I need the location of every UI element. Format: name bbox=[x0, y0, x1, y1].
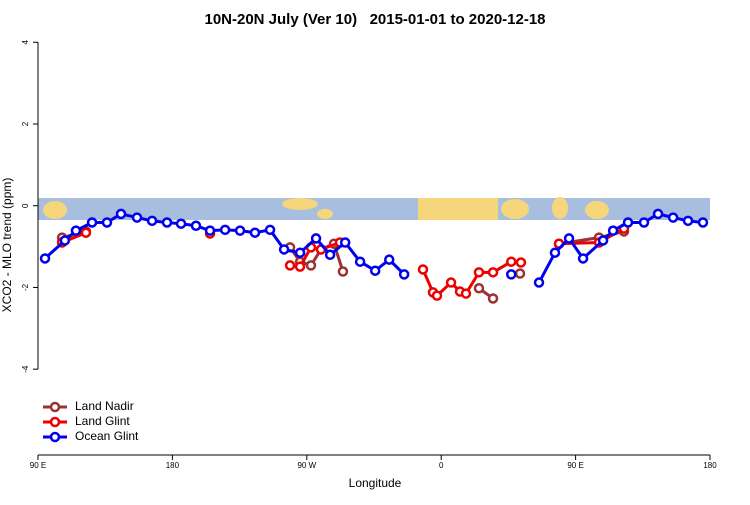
point bbox=[622, 217, 634, 228]
point bbox=[294, 247, 306, 258]
land bbox=[501, 199, 529, 219]
x-tick-label: 90 E bbox=[567, 461, 583, 470]
land bbox=[43, 201, 67, 219]
y-tick-label: 4 bbox=[21, 39, 30, 44]
point bbox=[310, 233, 322, 244]
y-tick-label: 0 bbox=[21, 203, 30, 208]
point bbox=[431, 290, 443, 301]
legend-marker bbox=[49, 401, 61, 413]
point bbox=[369, 265, 381, 276]
point bbox=[597, 235, 609, 246]
point bbox=[505, 269, 517, 280]
point bbox=[339, 237, 351, 248]
point bbox=[278, 244, 290, 255]
point bbox=[487, 293, 499, 304]
point bbox=[652, 208, 664, 220]
point bbox=[80, 227, 92, 238]
point bbox=[131, 212, 143, 223]
point bbox=[607, 225, 619, 236]
point bbox=[682, 215, 694, 227]
x-tick-label: 90 E bbox=[30, 461, 46, 470]
point bbox=[190, 220, 202, 231]
land bbox=[282, 198, 318, 210]
point bbox=[638, 217, 650, 228]
point bbox=[294, 261, 306, 272]
point bbox=[146, 215, 158, 227]
point bbox=[515, 257, 527, 268]
point bbox=[487, 267, 499, 278]
point bbox=[59, 235, 71, 246]
point bbox=[445, 277, 457, 288]
y-tick-label: 2 bbox=[21, 121, 30, 126]
point bbox=[383, 254, 395, 265]
x-tick-label: 0 bbox=[439, 461, 444, 470]
point bbox=[398, 269, 410, 280]
point bbox=[219, 224, 231, 236]
legend-label: Ocean Glint bbox=[75, 429, 139, 443]
ocean-band bbox=[38, 198, 710, 220]
point bbox=[533, 277, 545, 288]
y-tick-label: -2 bbox=[21, 283, 30, 291]
legend-label: Land Nadir bbox=[75, 399, 134, 413]
point bbox=[354, 256, 366, 267]
chart-title: 10N-20N July (Ver 10) 2015-01-01 to 2020… bbox=[204, 11, 545, 28]
point bbox=[284, 260, 296, 271]
x-tick-label: 180 bbox=[166, 461, 180, 470]
point bbox=[204, 225, 216, 236]
point bbox=[305, 260, 317, 271]
point bbox=[234, 225, 246, 236]
point bbox=[337, 266, 349, 277]
legend-label: Land Glint bbox=[75, 414, 130, 428]
land bbox=[552, 197, 568, 219]
map-strip bbox=[38, 197, 710, 220]
x-axis-label: Longitude bbox=[349, 476, 402, 490]
point bbox=[563, 233, 575, 244]
point bbox=[514, 268, 526, 279]
point bbox=[505, 256, 517, 267]
point bbox=[161, 217, 173, 228]
point bbox=[249, 227, 261, 238]
point bbox=[324, 249, 336, 261]
point bbox=[460, 288, 472, 299]
y-axis-label: XCO2 - MLO trend (ppm) bbox=[0, 178, 14, 313]
point bbox=[417, 264, 429, 275]
land bbox=[585, 201, 609, 219]
y-tick-label: -4 bbox=[21, 365, 30, 373]
point bbox=[264, 224, 276, 236]
legend-marker bbox=[49, 431, 61, 443]
point bbox=[70, 225, 82, 236]
land bbox=[317, 209, 333, 219]
legend-marker bbox=[49, 416, 61, 428]
point bbox=[101, 217, 113, 228]
x-tick-label: 180 bbox=[703, 461, 717, 470]
point bbox=[697, 217, 709, 228]
point bbox=[473, 283, 485, 294]
land bbox=[418, 198, 498, 220]
point bbox=[175, 218, 187, 229]
point bbox=[549, 247, 561, 258]
point bbox=[473, 267, 485, 278]
x-tick-label: 90 W bbox=[297, 461, 316, 470]
point bbox=[667, 212, 679, 223]
point bbox=[86, 217, 98, 228]
point bbox=[39, 253, 51, 264]
point bbox=[577, 253, 589, 264]
point bbox=[115, 208, 127, 220]
